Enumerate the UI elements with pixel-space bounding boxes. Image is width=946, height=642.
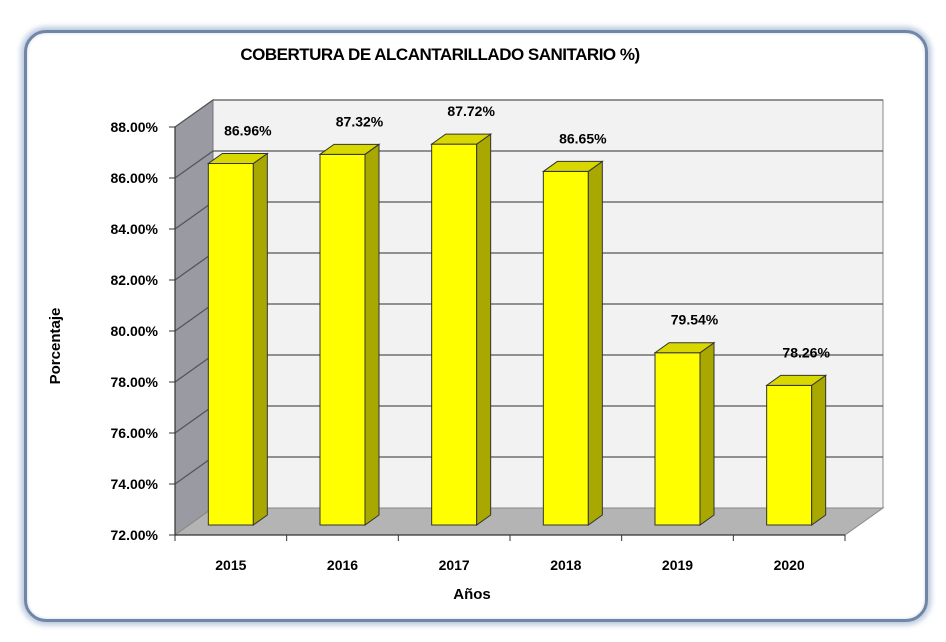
y-tick-label: 84.00%	[111, 221, 159, 237]
data-label: 87.72%	[447, 103, 495, 119]
gridline	[174, 150, 883, 179]
x-axis-title: Años	[453, 586, 491, 603]
y-tick-label: 74.00%	[111, 476, 159, 492]
data-label: 86.96%	[224, 123, 272, 139]
bar	[207, 163, 254, 526]
bar-top	[318, 143, 381, 155]
bar	[654, 352, 701, 526]
bar-top	[206, 153, 269, 165]
y-tick-label: 86.00%	[111, 170, 159, 186]
x-tick-label: 2016	[327, 557, 358, 573]
bar	[431, 143, 478, 526]
x-tick-label: 2015	[215, 557, 246, 573]
bar	[542, 170, 589, 526]
y-tick-label: 82.00%	[111, 272, 159, 288]
bar-side	[699, 341, 715, 526]
data-label: 86.65%	[559, 130, 607, 146]
bar	[319, 153, 366, 526]
data-label: 78.26%	[782, 344, 830, 360]
y-tick-label: 80.00%	[111, 323, 159, 339]
x-tick-label: 2018	[550, 557, 581, 573]
bar-top	[765, 374, 828, 386]
y-tick-label: 78.00%	[111, 374, 159, 390]
data-label: 87.32%	[336, 113, 384, 129]
bar-top	[430, 133, 493, 145]
bar-top	[653, 342, 716, 354]
bar-top	[541, 160, 604, 172]
bar-side	[587, 160, 603, 526]
x-tick-label: 2019	[662, 557, 693, 573]
bar-side	[476, 133, 492, 526]
y-axis-title: Porcentaje	[47, 308, 64, 385]
bar-side	[364, 143, 380, 526]
y-tick-label: 88.00%	[111, 119, 159, 135]
gridline	[174, 99, 883, 128]
chart-title: COBERTURA DE ALCANTARILLADO SANITARIO %)	[240, 45, 639, 64]
x-tick-label: 2020	[774, 557, 805, 573]
y-tick-label: 72.00%	[111, 527, 159, 543]
x-tick-label: 2017	[439, 557, 470, 573]
bar-side	[811, 374, 827, 526]
data-label: 79.54%	[671, 312, 719, 328]
y-tick-label: 76.00%	[111, 425, 159, 441]
bar	[766, 384, 813, 526]
bar-side	[252, 152, 268, 526]
